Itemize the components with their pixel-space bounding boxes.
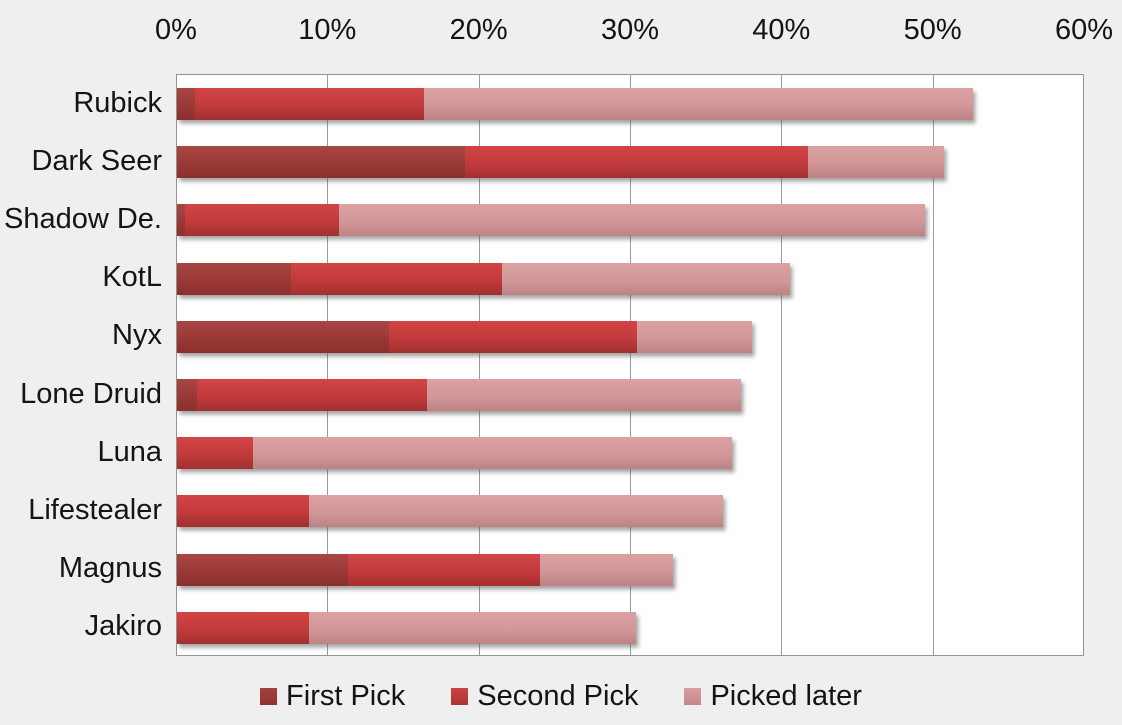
gridline (781, 75, 783, 655)
bar-row-shadow-de- (177, 191, 1083, 249)
bar-segment-picked-later (338, 204, 925, 237)
bar-segment-picked-later (308, 611, 636, 644)
plot-area (176, 74, 1084, 656)
bar-segment-second-pick (464, 146, 809, 179)
stacked-bar (177, 495, 724, 528)
x-axis: 0% 10% 20% 30% 40% 50% 60% (155, 14, 1113, 50)
bar-segment-picked-later (637, 320, 753, 353)
gridline (932, 75, 934, 655)
bar-segment-second-pick (348, 553, 541, 586)
category-label: KotL (102, 261, 162, 294)
bar-segment-picked-later (308, 495, 724, 528)
bar-row-luna (177, 424, 1083, 482)
bar-segment-first-pick (177, 88, 196, 120)
bar-segment-picked-later (252, 437, 733, 470)
bar-segment-picked-later (808, 146, 945, 179)
x-tick-label: 60% (1054, 14, 1114, 46)
bar-segment-second-pick (195, 88, 424, 120)
bar-segment-second-pick (177, 495, 309, 528)
category-label: Lone Druid (20, 377, 162, 410)
legend-swatch-icon (260, 687, 278, 705)
bar-segment-picked-later (423, 88, 973, 120)
bar-segment-second-pick (196, 379, 427, 411)
stacked-bar (177, 88, 973, 120)
stacked-bar (177, 262, 790, 295)
bar-segment-picked-later (426, 379, 742, 411)
bar-row-dark-seer (177, 133, 1083, 191)
legend-swatch-icon (451, 687, 469, 705)
x-tick-label: 20% (449, 14, 508, 46)
category-label: Nyx (112, 319, 162, 352)
bar-row-jakiro (177, 599, 1083, 657)
x-tick-label: 30% (600, 14, 660, 46)
bar-row-nyx (177, 308, 1083, 366)
x-tick-label: 50% (903, 14, 962, 46)
bar-segment-picked-later (540, 553, 674, 586)
bar-segment-second-pick (184, 204, 339, 237)
bar-row-lifestealer (177, 482, 1083, 540)
bar-segment-first-pick (177, 553, 348, 586)
legend-item-second-pick: Second Pick (451, 680, 638, 713)
stacked-bar (177, 379, 742, 411)
bar-segment-picked-later (502, 262, 790, 295)
legend-label: Second Pick (477, 679, 639, 712)
stacked-bar (177, 611, 636, 644)
gridline (478, 75, 480, 655)
stacked-bar (177, 553, 674, 586)
bar-segment-first-pick (177, 146, 465, 179)
category-label: Shadow De. (4, 202, 162, 235)
legend-item-picked-later: Picked later (684, 680, 862, 713)
legend: First Pick Second Pick Picked later (0, 676, 1122, 716)
stacked-bar (177, 204, 925, 237)
bar-row-rubick (177, 75, 1083, 133)
bar-row-lone-druid (177, 366, 1083, 424)
bar-segment-first-pick (177, 204, 185, 237)
bar-segment-second-pick (388, 320, 638, 353)
bar-segment-first-pick (177, 379, 197, 411)
category-label: Luna (97, 435, 162, 468)
bar-segment-second-pick (290, 262, 503, 295)
legend-label: First Pick (286, 679, 406, 712)
gridline (630, 75, 631, 655)
legend-swatch-icon (684, 687, 702, 705)
bar-row-magnus (177, 541, 1083, 599)
bar-segment-second-pick (177, 437, 253, 470)
bar-segment-first-pick (177, 262, 291, 295)
legend-item-first-pick: First Pick (260, 680, 405, 713)
bar-segment-first-pick (177, 320, 389, 353)
x-tick-label: 40% (752, 14, 811, 46)
category-label: Lifestealer (28, 493, 162, 526)
stacked-bar (177, 320, 753, 353)
x-tick-label: 0% (155, 14, 197, 46)
gridline (327, 75, 329, 655)
bar-segment-second-pick (177, 611, 309, 644)
category-label: Jakiro (84, 610, 162, 643)
category-label: Rubick (73, 86, 162, 119)
stacked-bar (177, 437, 733, 470)
category-label: Magnus (58, 552, 162, 585)
bar-row-kotl (177, 250, 1083, 308)
category-label: Dark Seer (31, 144, 162, 177)
x-tick-label: 10% (298, 14, 357, 46)
y-axis-labels: Rubick Dark Seer Shadow De. KotL Nyx Lone Dru… (0, 74, 162, 656)
legend-label: Picked later (710, 679, 862, 712)
stacked-bar (177, 146, 945, 179)
